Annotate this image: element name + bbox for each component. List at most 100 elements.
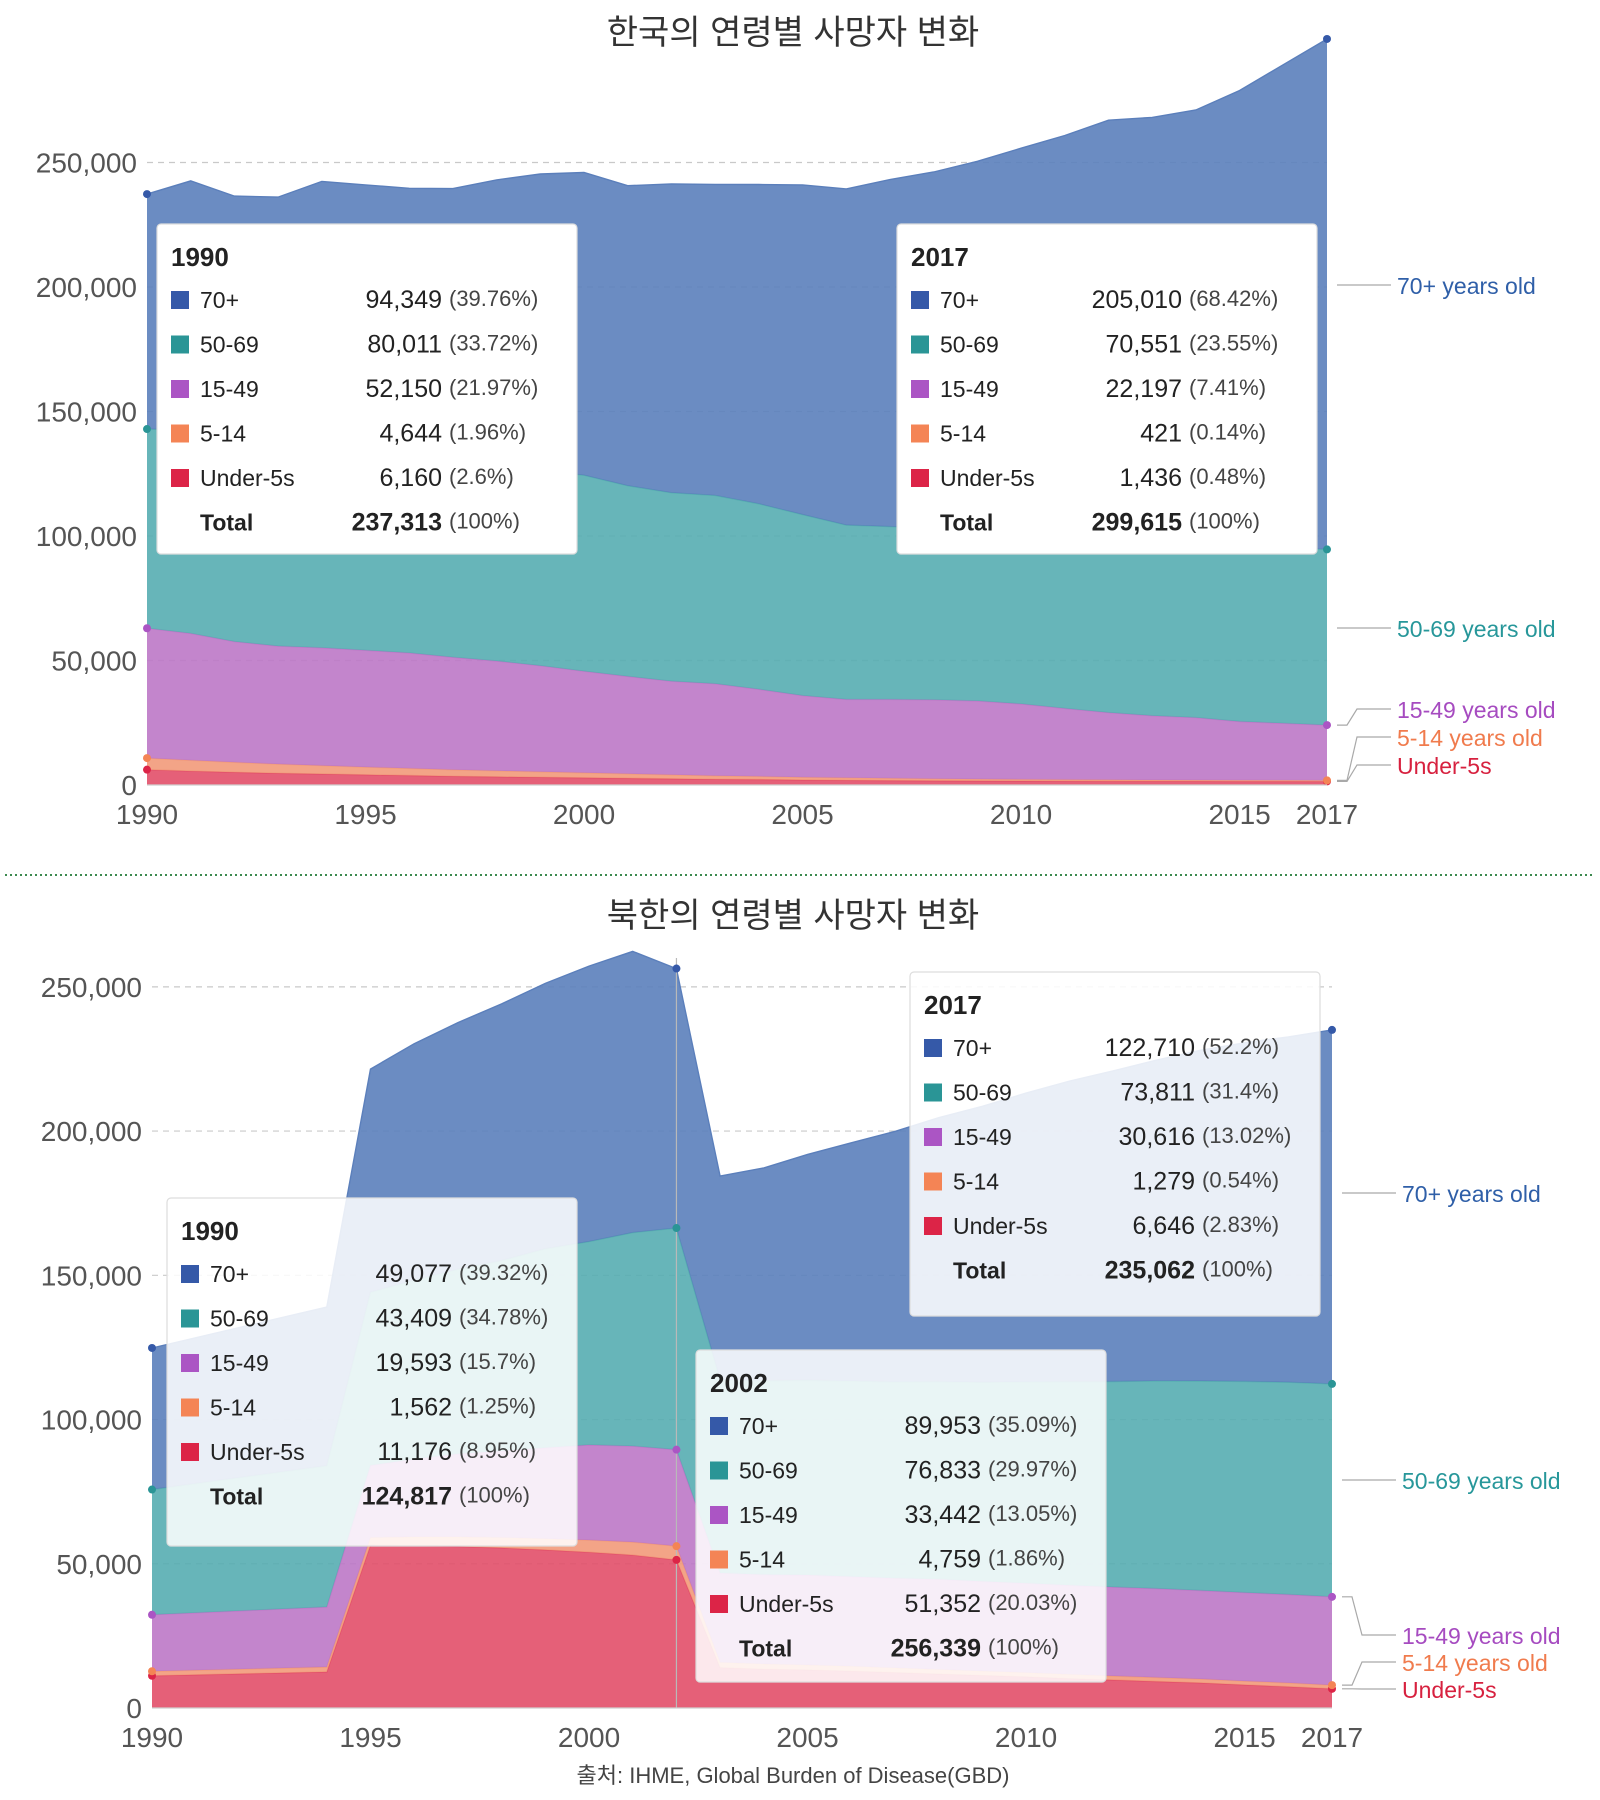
tooltip-swatch-5-14 xyxy=(171,424,189,443)
tooltip-swatch-under-5s xyxy=(924,1217,942,1235)
tooltip-row-value: 4,644 xyxy=(379,420,442,448)
tooltip-total-percent: (100%) xyxy=(988,1635,1059,1660)
tooltip-box xyxy=(166,1197,578,1547)
tooltip-total-label: Total xyxy=(940,510,993,536)
tooltip-swatch-5-14 xyxy=(911,424,929,443)
tooltip-swatch-under-5s xyxy=(911,469,929,487)
x-tick-label: 2015 xyxy=(1208,799,1270,830)
series-label-70-: 70+ years old xyxy=(1397,273,1536,299)
tooltip-row-percent: (15.7%) xyxy=(459,1349,536,1374)
series-label-under-5s: Under-5s xyxy=(1402,1677,1497,1703)
tooltip-row-value: 49,077 xyxy=(376,1260,452,1288)
tooltip-total-percent: (100%) xyxy=(1202,1257,1273,1282)
chart-panel-2: 북한의 연령별 사망자 변화 0 50,000 100,000 150,000 200,0… xyxy=(41,897,1561,1753)
tooltip-swatch-5-14 xyxy=(710,1550,728,1569)
tooltip-row-percent: (1.96%) xyxy=(449,420,526,445)
tooltip-row-label: 5-14 xyxy=(953,1169,999,1195)
tooltip-row-label: 70+ xyxy=(210,1261,249,1287)
tooltip-box xyxy=(909,971,1321,1317)
tooltip-row-value: 421 xyxy=(1140,420,1182,448)
tooltip-row-label: 70+ xyxy=(953,1035,992,1061)
y-tick-label: 250,000 xyxy=(41,972,142,1003)
tooltip-row-percent: (39.76%) xyxy=(449,286,538,311)
point-start-15-49 xyxy=(143,624,151,633)
tooltip-row-label: 15-49 xyxy=(739,1502,798,1528)
area-15-49 xyxy=(147,628,1327,781)
tooltip-row-label: 5-14 xyxy=(210,1395,256,1421)
tooltip-row-value: 80,011 xyxy=(367,331,442,359)
x-tick-label: 2005 xyxy=(776,1722,838,1753)
tooltip-row-value: 205,010 xyxy=(1092,286,1182,314)
tooltip-row-value: 70,551 xyxy=(1106,331,1182,359)
tooltip-swatch-15-49 xyxy=(911,380,929,398)
x-tick-label: 2015 xyxy=(1213,1722,1275,1753)
tooltip-2017: 2017 70+ 205,010 (68.42%) 50-69 70,551 (23.55%… xyxy=(896,223,1318,555)
tooltip-swatch-15-49 xyxy=(171,380,189,398)
series-label-under-5s: Under-5s xyxy=(1397,753,1492,779)
tooltip-row-percent: (0.14%) xyxy=(1189,420,1266,445)
tooltip-row-value: 51,352 xyxy=(905,1590,981,1618)
tooltip-swatch-70- xyxy=(911,291,929,309)
tooltip-total-value: 299,615 xyxy=(1092,509,1182,537)
tooltip-total-label: Total xyxy=(739,1636,792,1662)
tooltip-year: 1990 xyxy=(171,242,229,272)
tooltip-swatch-50-69 xyxy=(181,1309,199,1328)
tooltip-row-label: 50-69 xyxy=(210,1306,269,1332)
tooltip-row-percent: (33.72%) xyxy=(449,331,538,356)
tooltip-row-label: 5-14 xyxy=(200,421,246,447)
tooltip-row-value: 6,160 xyxy=(379,464,442,492)
x-tick-label: 1995 xyxy=(339,1722,401,1753)
point-start-5-14 xyxy=(143,754,151,763)
tooltip-row-label: Under-5s xyxy=(210,1439,305,1465)
x-tick-label: 2010 xyxy=(995,1722,1057,1753)
tooltip-row-value: 22,197 xyxy=(1106,375,1182,403)
tooltip-row-percent: (29.97%) xyxy=(988,1457,1077,1482)
tooltip-row-value: 1,279 xyxy=(1132,1168,1195,1196)
tooltip-row-label: 15-49 xyxy=(200,376,259,402)
tooltip-2017: 2017 70+ 122,710 (52.2%) 50-69 73,811 (31.4%) 1… xyxy=(909,971,1321,1317)
tooltip-swatch-under-5s xyxy=(181,1443,199,1461)
tooltip-2002: 2002 70+ 89,953 (35.09%) 50-69 76,833 (29.97%)… xyxy=(695,1349,1107,1683)
tooltip-row-percent: (1.25%) xyxy=(459,1394,536,1419)
tooltip-row-percent: (8.95%) xyxy=(459,1438,536,1463)
tooltip-swatch-5-14 xyxy=(181,1398,199,1417)
y-tick-label: 150,000 xyxy=(36,397,137,428)
area-5-14 xyxy=(147,758,1327,782)
tooltip-swatch-50-69 xyxy=(171,335,189,354)
series-label-15-49: 15-49 years old xyxy=(1402,1623,1561,1649)
tooltip-row-percent: (7.41%) xyxy=(1189,375,1266,400)
area-under-5s xyxy=(152,1545,1332,1708)
point-start-15-49 xyxy=(148,1610,156,1619)
point-end-5-14 xyxy=(1323,776,1331,785)
tooltip-row-percent: (23.55%) xyxy=(1189,331,1278,356)
tooltip-row-value: 6,646 xyxy=(1132,1212,1195,1240)
x-tick-label: 1990 xyxy=(121,1722,183,1753)
point-hover-50-69 xyxy=(672,1224,681,1233)
tooltip-box xyxy=(896,223,1318,555)
tooltip-total-value: 124,817 xyxy=(362,1483,452,1511)
y-tick-label: 50,000 xyxy=(56,1549,142,1580)
tooltip-row-label: 50-69 xyxy=(200,332,259,358)
y-tick-label: 250,000 xyxy=(36,148,137,179)
x-tick-label: 2017 xyxy=(1296,799,1358,830)
tooltip-row-percent: (34.78%) xyxy=(459,1305,548,1330)
tooltip-total-label: Total xyxy=(953,1258,1006,1284)
tooltip-total-value: 256,339 xyxy=(891,1635,981,1663)
chart-title: 북한의 연령별 사망자 변화 xyxy=(607,897,979,935)
y-tick-label: 50,000 xyxy=(51,646,137,677)
tooltip-row-label: 15-49 xyxy=(210,1350,269,1376)
point-hover-5-14 xyxy=(672,1542,681,1551)
series-label-5-14: 5-14 years old xyxy=(1397,725,1543,751)
tooltip-total-label: Total xyxy=(200,510,253,536)
point-start-5-14 xyxy=(148,1667,156,1676)
tooltip-row-label: 5-14 xyxy=(940,421,986,447)
area-line-70- xyxy=(146,38,1328,198)
x-tick-label: 2010 xyxy=(990,799,1052,830)
tooltip-row-label: 50-69 xyxy=(739,1458,798,1484)
y-tick-label: 100,000 xyxy=(41,1405,142,1436)
tooltip-swatch-50-69 xyxy=(710,1461,728,1480)
point-start-50-69 xyxy=(148,1485,156,1494)
series-label-50-69: 50-69 years old xyxy=(1397,616,1556,642)
tooltip-row-label: Under-5s xyxy=(940,465,1035,491)
label-leader-5-14 xyxy=(1337,736,1391,782)
